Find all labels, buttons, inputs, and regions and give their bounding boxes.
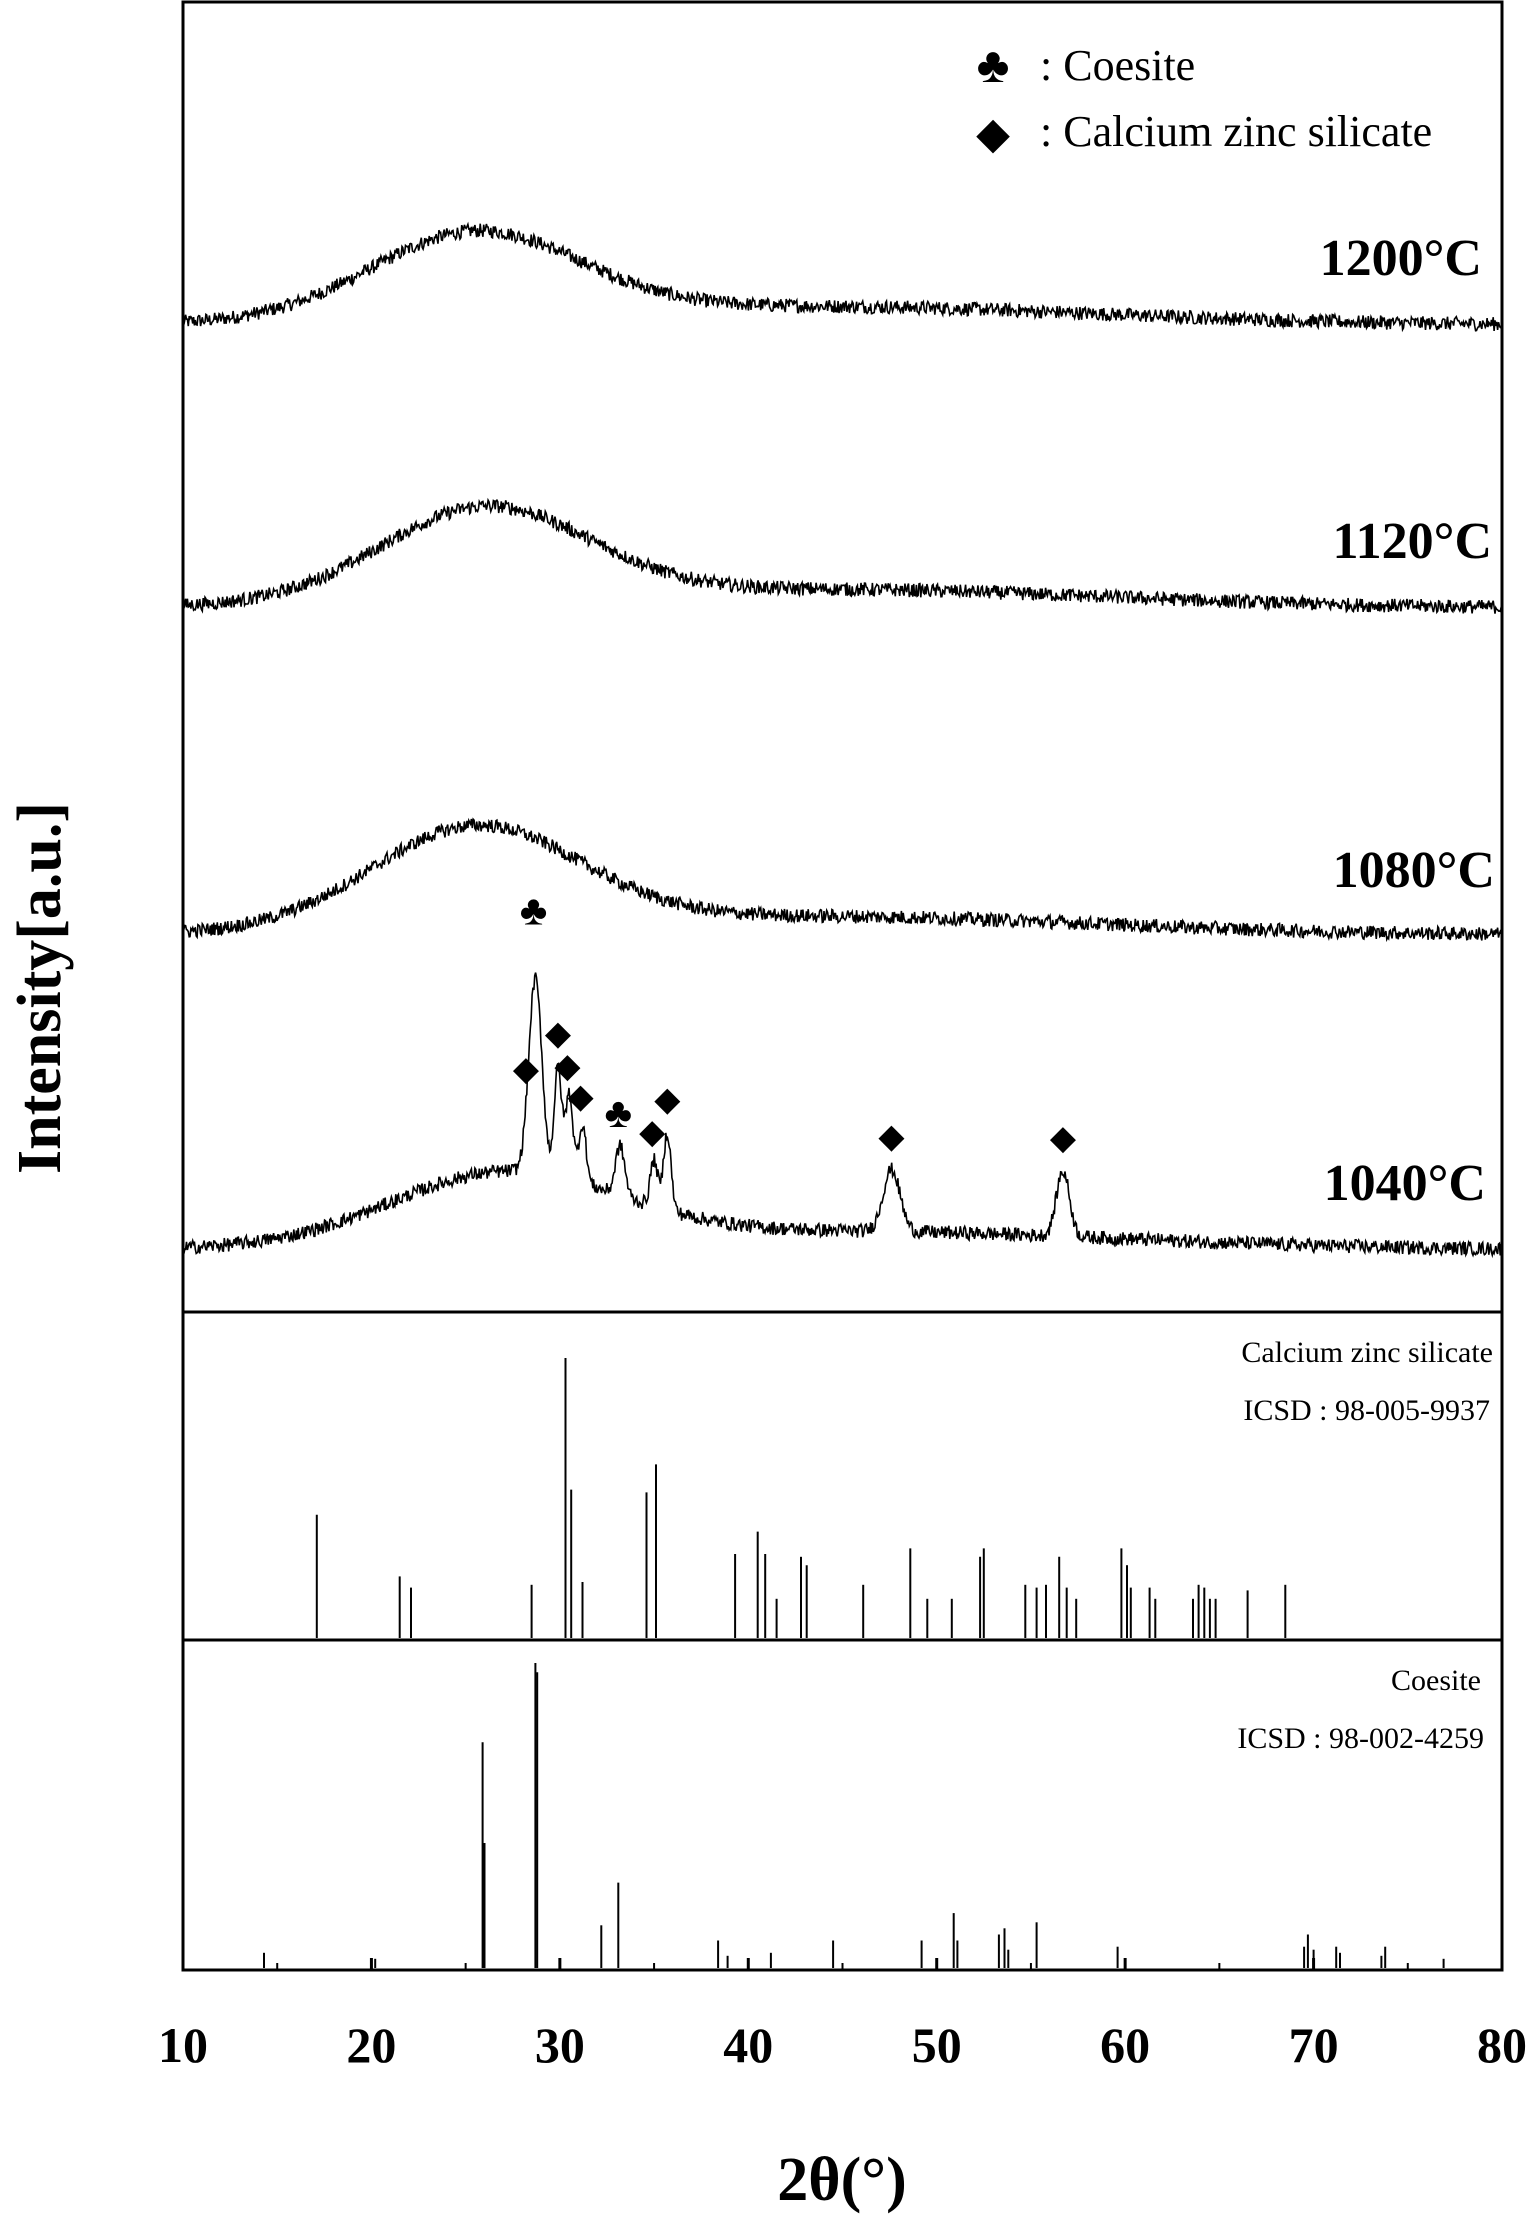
czs-marker-3: ◆ <box>554 1048 581 1085</box>
x-tick-label-80: 80 <box>1477 2017 1527 2073</box>
czs-marker-6: ◆ <box>639 1114 666 1151</box>
legend-label-coesite: : Coesite <box>1040 41 1195 90</box>
coesite-marker-1: ♣ <box>520 889 548 935</box>
czs-marker-0: ◆ <box>513 1051 540 1088</box>
czs-marker-8: ◆ <box>878 1119 905 1156</box>
series-line-1040c <box>182 972 1503 1259</box>
series-line-1120c <box>182 497 1503 615</box>
x-tick-label-30: 30 <box>535 2017 585 2073</box>
x-tick-label-60: 60 <box>1100 2017 1150 2073</box>
ref-czs-id: ICSD : 98-005-9937 <box>1243 1394 1490 1427</box>
legend-label-czs: : Calcium zinc silicate <box>1040 107 1432 156</box>
pattern-curves <box>182 221 1503 1259</box>
phase-markers: ◆♣◆◆◆ ♣ ◆◆◆ ◆ <box>513 889 1077 1158</box>
ref-czs-name: Calcium zinc silicate <box>1241 1336 1493 1369</box>
label-1120c: 1120°C <box>1333 513 1492 570</box>
czs-marker-7: ◆ <box>654 1082 681 1119</box>
series-line-1080c <box>182 817 1503 943</box>
x-axis-title: 2θ(°) <box>777 2146 906 2214</box>
czs-marker-2: ◆ <box>545 1016 572 1053</box>
x-tick-label-40: 40 <box>723 2017 773 2073</box>
plot-frame-main <box>181 0 1504 1314</box>
ref-coesite-id: ICSD : 98-002-4259 <box>1237 1722 1484 1755</box>
legend: ♣ : Coesite ◆ : Calcium zinc silicate <box>976 37 1432 158</box>
coesite-marker-5: ♣ <box>605 1091 633 1137</box>
legend-club-icon: ♣ <box>977 37 1010 93</box>
label-1040c: 1040°C <box>1324 1155 1486 1212</box>
reference-sticks <box>263 1358 1445 1968</box>
x-tick-label-50: 50 <box>912 2017 962 2073</box>
x-tick-label-10: 10 <box>158 2017 208 2073</box>
czs-marker-9: ◆ <box>1050 1120 1077 1157</box>
x-tick-label-70: 70 <box>1289 2017 1339 2073</box>
legend-diamond-icon: ◆ <box>976 109 1010 158</box>
czs-marker-4: ◆ <box>568 1079 595 1116</box>
ref-coesite-name: Coesite <box>1391 1664 1481 1697</box>
plot-frame-coesite-reference <box>181 1638 1504 1972</box>
x-axis-ticks: 10 20 30 40 50 60 70 80 <box>158 1958 1527 2073</box>
y-axis-title: Intensity[a.u.] <box>6 802 74 1174</box>
label-1080c: 1080°C <box>1333 842 1495 899</box>
label-1200c: 1200°C <box>1320 230 1482 287</box>
series-line-1200c <box>182 221 1503 333</box>
x-tick-label-20: 20 <box>346 2017 396 2073</box>
